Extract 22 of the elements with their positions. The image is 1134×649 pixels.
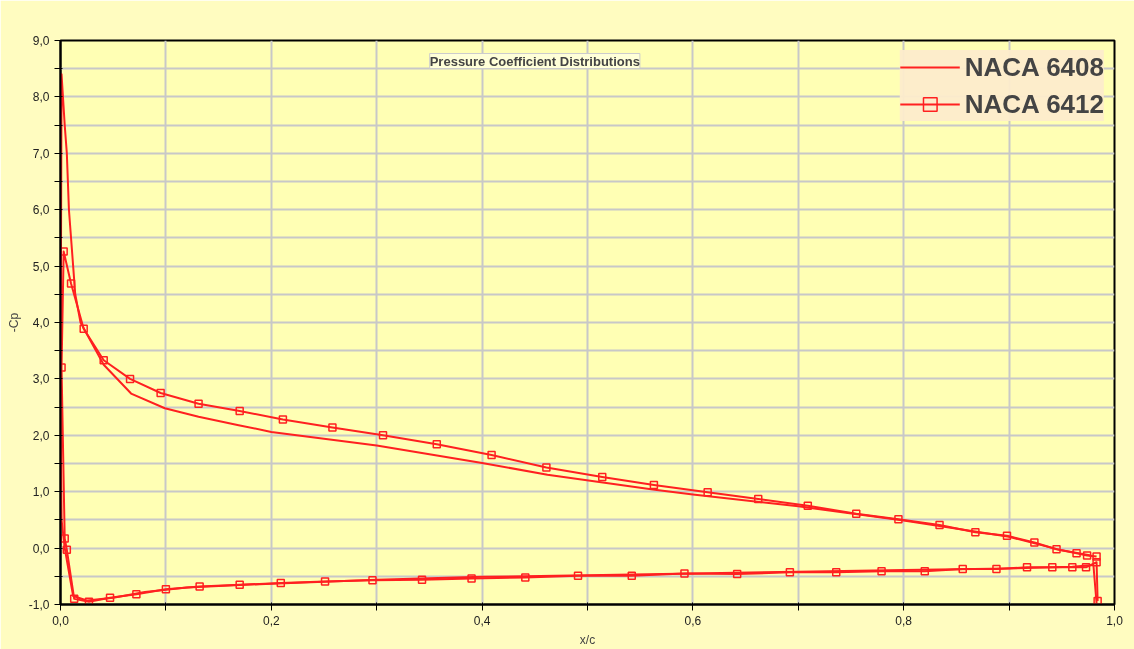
y-tick-label: 0,0	[32, 541, 50, 556]
y-tick-label: 7,0	[32, 146, 50, 161]
y-tick-label: 6,0	[32, 203, 50, 218]
y-tick-label: 3,0	[32, 372, 50, 387]
y-tick-label: 8,0	[32, 90, 50, 105]
x-tick-label: 0,0	[52, 613, 70, 628]
x-axis-title: x/c	[579, 632, 596, 647]
legend-label: NACA 6408	[964, 50, 1104, 84]
y-tick-label: 9,0	[32, 34, 50, 48]
y-tick-label: 4,0	[32, 316, 50, 330]
legend-label: NACA 6412	[964, 87, 1104, 121]
y-tick-label: 1,0	[32, 485, 50, 500]
x-tick-label: 0,4	[473, 613, 491, 628]
y-tick-label: 2,0	[32, 428, 50, 443]
y-tick-label: 5,0	[32, 259, 50, 274]
x-tick-label: 0,6	[684, 613, 702, 628]
y-axis-title: -Cp	[6, 312, 21, 333]
x-tick-label: 1,0	[1106, 613, 1124, 628]
y-tick-label: -1,0	[28, 598, 50, 612]
text: Pressure Coefficient Distributions	[429, 53, 640, 69]
x-tick-label: 0,2	[262, 613, 280, 628]
x-tick-label: 0,8	[895, 613, 913, 628]
